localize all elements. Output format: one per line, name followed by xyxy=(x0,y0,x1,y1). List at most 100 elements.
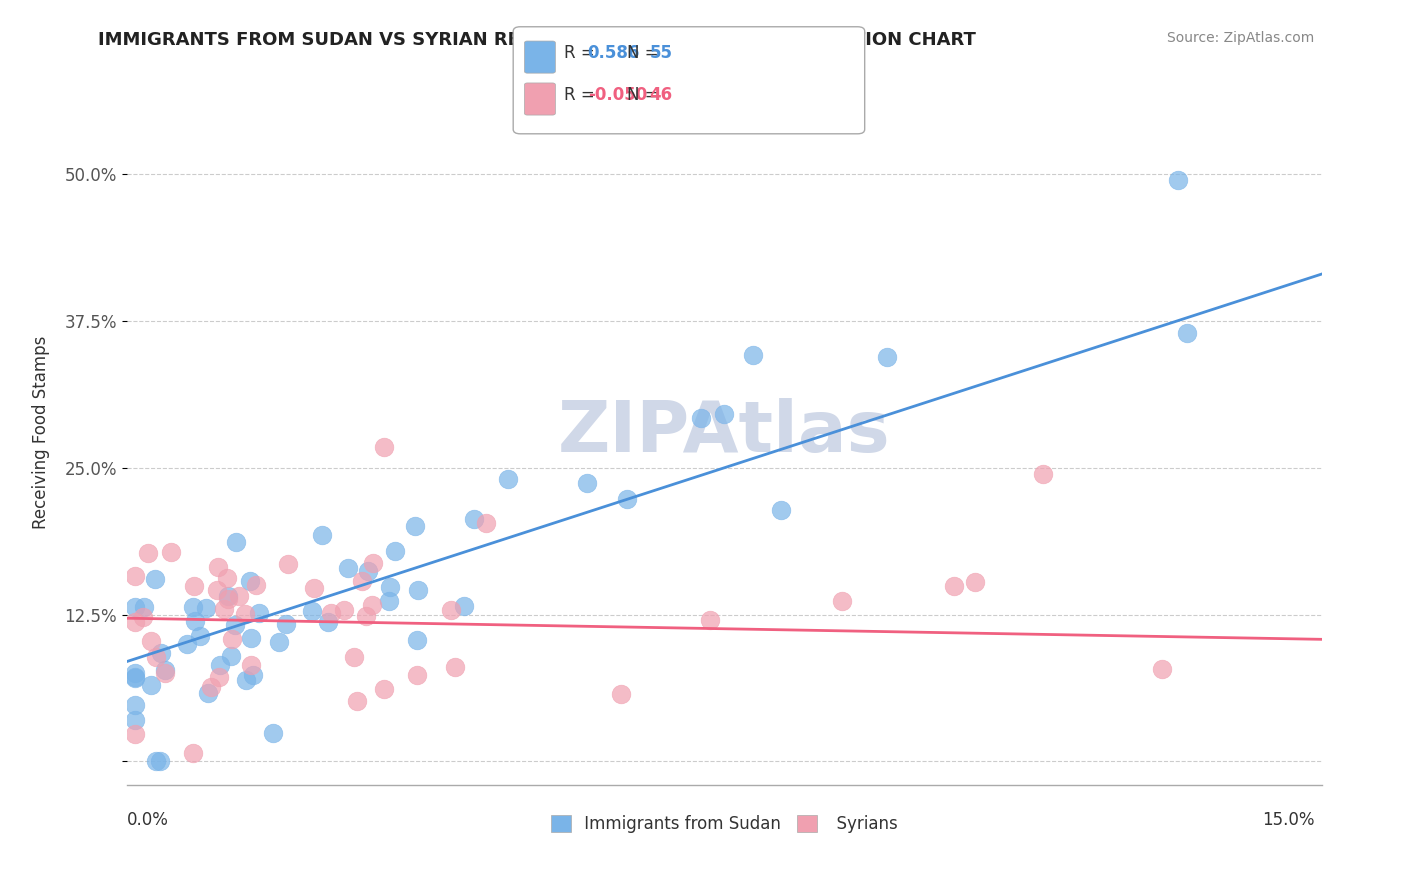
Point xyxy=(235,673,257,688)
Text: Source: ZipAtlas.com: Source: ZipAtlas.com xyxy=(1167,31,1315,45)
Point xyxy=(361,556,384,570)
Point xyxy=(311,528,333,542)
Point xyxy=(276,617,298,632)
Point xyxy=(378,594,401,608)
Point xyxy=(208,658,231,673)
Text: 0.0%: 0.0% xyxy=(127,811,169,829)
Point xyxy=(965,574,987,589)
Point xyxy=(153,665,176,680)
Point xyxy=(160,545,183,559)
Point xyxy=(194,601,217,615)
Point xyxy=(124,727,146,741)
Point xyxy=(277,558,299,572)
Point xyxy=(205,582,228,597)
Point xyxy=(378,580,401,594)
Point xyxy=(343,649,366,664)
Point xyxy=(301,604,323,618)
Point xyxy=(1167,173,1189,187)
Text: 55: 55 xyxy=(650,44,672,62)
Point xyxy=(136,547,159,561)
Point xyxy=(190,629,212,643)
Point xyxy=(337,560,360,574)
Point xyxy=(831,594,853,608)
Point xyxy=(124,666,146,681)
Point xyxy=(228,589,250,603)
Point xyxy=(150,646,173,660)
Point xyxy=(262,726,284,740)
Point xyxy=(207,560,229,574)
Point xyxy=(404,518,426,533)
Point xyxy=(217,591,239,606)
Point xyxy=(181,599,204,614)
Point xyxy=(145,755,167,769)
Point xyxy=(245,578,267,592)
Point xyxy=(690,410,713,425)
Point xyxy=(240,632,263,646)
Y-axis label: Receiving Food Stamps: Receiving Food Stamps xyxy=(32,336,51,529)
Point xyxy=(384,544,406,558)
Text: ZIPAtlas: ZIPAtlas xyxy=(558,398,890,467)
Text: N =: N = xyxy=(627,44,658,62)
Point xyxy=(1152,662,1174,676)
Point xyxy=(354,609,377,624)
Point xyxy=(406,633,429,648)
Point xyxy=(183,579,205,593)
Point xyxy=(316,615,339,629)
Point xyxy=(440,603,463,617)
Point xyxy=(139,633,162,648)
Point xyxy=(373,440,395,454)
Point xyxy=(942,579,965,593)
Point xyxy=(333,603,356,617)
Point xyxy=(1032,467,1054,481)
Point xyxy=(124,599,146,614)
Point xyxy=(742,348,765,362)
Text: 46: 46 xyxy=(650,86,672,103)
Point xyxy=(242,667,264,681)
Point xyxy=(183,614,205,628)
Point xyxy=(221,632,243,646)
Point xyxy=(124,698,146,712)
Text: R =: R = xyxy=(564,86,595,103)
Point xyxy=(219,648,242,663)
Point xyxy=(124,714,146,728)
Point xyxy=(239,574,262,588)
Point xyxy=(181,746,204,760)
Point xyxy=(149,755,172,769)
Point xyxy=(319,606,342,620)
Point xyxy=(463,512,485,526)
Point xyxy=(699,613,721,627)
Text: 0.586: 0.586 xyxy=(588,44,640,62)
Point xyxy=(876,350,898,364)
Point xyxy=(124,615,146,630)
Text: 15.0%: 15.0% xyxy=(1263,811,1315,829)
Point xyxy=(373,681,395,696)
Point xyxy=(132,610,155,624)
Point xyxy=(346,694,368,708)
Point xyxy=(1177,326,1199,340)
Legend:  Immigrants from Sudan,   Syrians: Immigrants from Sudan, Syrians xyxy=(544,808,904,840)
Point xyxy=(124,672,146,686)
Text: R =: R = xyxy=(564,44,595,62)
Point xyxy=(475,516,498,530)
Point xyxy=(208,671,231,685)
Point xyxy=(218,589,240,603)
Point xyxy=(145,572,167,586)
Point xyxy=(200,680,222,694)
Point xyxy=(124,569,146,583)
Point xyxy=(357,565,380,579)
Point xyxy=(360,598,382,612)
Point xyxy=(224,618,246,632)
Point xyxy=(267,635,290,649)
Point xyxy=(770,503,793,517)
Point xyxy=(197,686,219,700)
Point xyxy=(302,581,325,595)
Point xyxy=(239,657,262,672)
Point xyxy=(713,407,735,421)
Point xyxy=(212,602,235,616)
Point xyxy=(453,599,475,613)
Point xyxy=(405,667,427,681)
Point xyxy=(575,476,598,491)
Text: IMMIGRANTS FROM SUDAN VS SYRIAN RECEIVING FOOD STAMPS CORRELATION CHART: IMMIGRANTS FROM SUDAN VS SYRIAN RECEIVIN… xyxy=(98,31,976,49)
Point xyxy=(155,663,177,677)
Point xyxy=(616,491,638,506)
